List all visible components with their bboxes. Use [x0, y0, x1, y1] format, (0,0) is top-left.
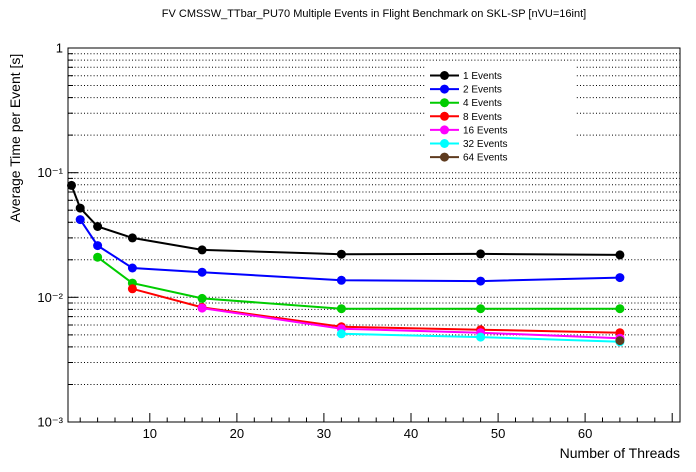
legend-label: 16 Events	[463, 125, 507, 136]
legend-entry: 1 Events	[430, 71, 502, 82]
data-point	[476, 249, 486, 259]
legend-marker	[440, 111, 449, 121]
tick-labels: 10 20 30 40 50 60 1 10⁻¹ 10⁻² 10⁻³	[37, 41, 592, 442]
legend-entry: 64 Events	[430, 152, 507, 164]
series-line	[201, 307, 620, 340]
x-tick-label: 60	[578, 426, 592, 441]
x-tick-label: 30	[317, 426, 331, 441]
data-point	[75, 215, 85, 225]
data-point	[336, 329, 346, 339]
legend-label: 8 Events	[463, 112, 502, 123]
data-point	[75, 203, 85, 213]
axis-ticks	[68, 53, 673, 422]
data-point	[127, 263, 137, 273]
data-point	[197, 303, 207, 313]
chart-title: FV CMSSW_TTbar_PU70 Multiple Events in F…	[161, 8, 587, 20]
legend-label: 32 Events	[463, 139, 507, 150]
y-tick-label: 10⁻³	[37, 415, 63, 430]
data-point	[615, 250, 625, 260]
y-axis-title: Average Time per Event [s]	[7, 53, 23, 223]
legend-entry: 4 Events	[430, 98, 502, 109]
legend-label: 4 Events	[463, 98, 502, 109]
x-tick-label: 10	[143, 426, 157, 441]
plot-frame	[67, 47, 681, 423]
data-point	[336, 304, 346, 314]
data-point	[197, 267, 207, 277]
series-2-events	[75, 215, 625, 286]
legend-entry: 8 Events	[430, 111, 502, 123]
data-point	[93, 252, 103, 262]
legend-label: 2 Events	[463, 85, 502, 96]
y-tick-label: 10⁻²	[37, 290, 63, 305]
legend-label: 64 Events	[463, 153, 507, 164]
legend-marker	[440, 152, 449, 162]
x-axis-title: Number of Threads	[559, 445, 680, 461]
x-tick-label: 40	[404, 426, 418, 441]
legend-label: 1 Events	[463, 71, 502, 82]
x-tick-label: 20	[230, 426, 244, 441]
data-point	[615, 273, 625, 283]
data-point	[127, 233, 137, 243]
legend: 1 Events 2 Events 4 Events 8 Events 16 Event…	[426, 66, 576, 164]
legend-marker	[440, 84, 449, 94]
legend-marker	[440, 98, 449, 108]
legend-entry: 16 Events	[430, 125, 507, 136]
legend-entry: 32 Events	[430, 139, 507, 150]
series-1-events	[67, 180, 625, 260]
legend-marker	[440, 125, 449, 135]
data-point	[127, 284, 137, 294]
series-line	[79, 219, 620, 283]
legend-marker	[440, 139, 449, 148]
y-tick-label: 10⁻¹	[37, 165, 63, 180]
data-point	[476, 304, 486, 314]
data-point	[615, 336, 625, 346]
series-line	[70, 185, 620, 256]
series-3-events	[93, 252, 625, 314]
data-point	[93, 241, 103, 251]
data-point	[476, 276, 486, 286]
data-point	[615, 304, 625, 314]
data-point	[336, 275, 346, 285]
data-point	[197, 293, 207, 303]
x-tick-label: 50	[491, 426, 505, 441]
y-tick-label: 1	[56, 41, 63, 56]
data-point	[67, 180, 76, 190]
data-point	[336, 249, 346, 259]
data-point	[476, 332, 486, 342]
legend-marker	[440, 71, 449, 80]
data-point	[197, 245, 207, 255]
legend-box	[426, 66, 576, 164]
legend-entry: 2 Events	[430, 84, 502, 96]
series-7-events	[615, 336, 625, 346]
series-line	[97, 256, 620, 310]
data-point	[93, 222, 103, 231]
